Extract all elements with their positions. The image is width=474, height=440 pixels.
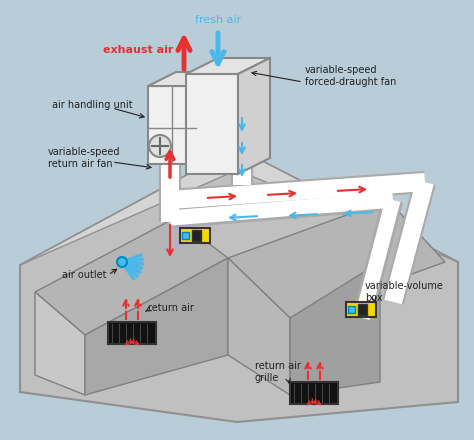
Bar [290, 382, 338, 404]
Text: air outlet: air outlet [62, 270, 107, 280]
Polygon shape [148, 72, 224, 86]
Text: variable-speed
return air fan: variable-speed return air fan [48, 147, 120, 169]
Text: return air
grille: return air grille [255, 361, 301, 383]
Text: fresh air: fresh air [195, 15, 241, 25]
Text: variable-speed
forced-draught fan: variable-speed forced-draught fan [305, 65, 396, 87]
Polygon shape [35, 292, 85, 395]
Polygon shape [85, 258, 228, 395]
Text: return air: return air [148, 303, 194, 313]
Text: variable-volume
box: variable-volume box [365, 281, 444, 303]
Polygon shape [148, 86, 196, 164]
Polygon shape [186, 74, 238, 174]
Polygon shape [35, 218, 228, 335]
Bar [180, 228, 210, 243]
Bar [348, 306, 355, 313]
Polygon shape [290, 262, 380, 395]
Polygon shape [186, 58, 270, 74]
Bar [192, 230, 201, 241]
Polygon shape [20, 148, 458, 422]
Polygon shape [238, 58, 270, 174]
Circle shape [149, 135, 171, 157]
Polygon shape [196, 72, 224, 164]
Text: air handling unit: air handling unit [52, 100, 133, 110]
Bar [358, 304, 367, 315]
Bar [108, 322, 156, 344]
Polygon shape [228, 200, 445, 318]
Polygon shape [228, 258, 290, 395]
Bar [182, 232, 189, 239]
Text: exhaust air: exhaust air [103, 45, 173, 55]
Bar [346, 302, 376, 317]
Circle shape [117, 257, 127, 267]
Polygon shape [20, 148, 458, 265]
